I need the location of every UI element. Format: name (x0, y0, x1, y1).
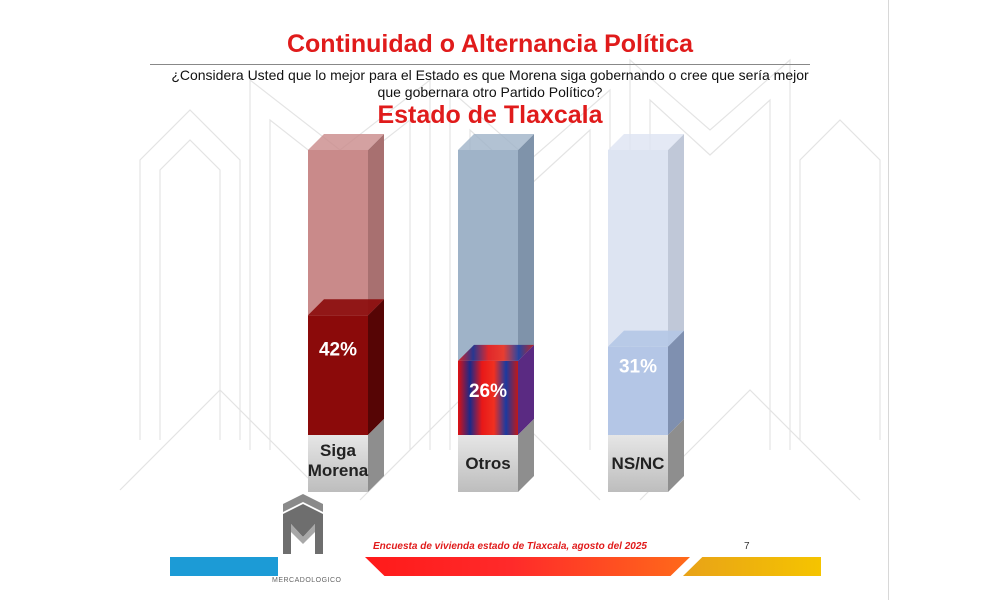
right-edge-rule (888, 0, 889, 600)
logo-caption: MERCADOLOGICO (272, 577, 342, 584)
data-label-siga-morena: 42% (319, 339, 357, 360)
bar-fill-top-siga-morena (308, 299, 384, 316)
bar-empty-ns-nc (608, 150, 668, 347)
bar-siga-morena (308, 315, 368, 435)
data-label-otros: 26% (469, 381, 507, 402)
category-label-siga-morena-line-2: Morena (308, 461, 369, 480)
label-box-ns-nc (608, 435, 668, 492)
chart-subtitle: Estado de Tlaxcala (377, 101, 603, 129)
company-logo (278, 492, 328, 562)
bar-empty-otros (458, 150, 518, 361)
data-label-ns-nc: 31% (619, 357, 657, 378)
category-label-otros: Otros (465, 454, 510, 473)
category-label-ns-nc: NS/NC (612, 454, 665, 473)
label-box-side-otros (518, 419, 534, 492)
category-label-siga-morena-line-1: Siga (320, 441, 356, 460)
footer-bar-blue (170, 557, 278, 576)
bar-ns-nc (608, 346, 668, 435)
footer-source-text: Encuesta de vivienda estado de Tlaxcala,… (372, 541, 647, 552)
footer-bar-red (365, 557, 690, 576)
bar-fill-top-ns-nc (608, 330, 684, 347)
chart-title: Continuidad o Alternancia Política (286, 30, 694, 58)
footer-bar-yellow (683, 557, 821, 576)
bar-side-siga-morena (368, 299, 384, 435)
bar-side-ns-nc (668, 330, 684, 435)
bar-side-otros (518, 344, 534, 435)
label-box-otros (458, 435, 518, 492)
label-box-siga-morena (308, 435, 368, 492)
label-box-side-siga-morena (368, 419, 384, 492)
bar-empty-siga-morena (308, 150, 368, 316)
bar-empty-side-otros (518, 134, 534, 361)
bar-empty-side-siga-morena (368, 134, 384, 316)
bar-otros (458, 360, 518, 435)
bar-top-otros (458, 134, 534, 150)
label-box-side-ns-nc (668, 419, 684, 492)
page-number: 7 (744, 541, 750, 552)
bar-fill-top-otros (458, 344, 534, 361)
title-divider (150, 64, 810, 65)
bar-top-siga-morena (308, 134, 384, 150)
bar-top-ns-nc (608, 134, 684, 150)
survey-question: ¿Considera Usted que lo mejor para el Es… (171, 67, 809, 100)
bar-empty-side-ns-nc (668, 134, 684, 347)
